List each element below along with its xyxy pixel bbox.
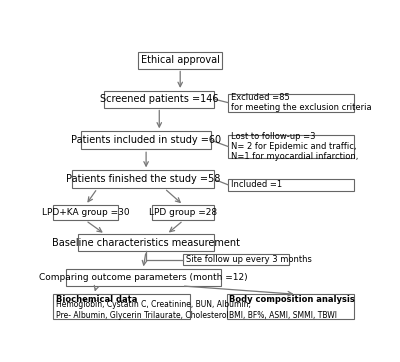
Text: Included =1: Included =1 [231,180,282,189]
Text: Hemoglobin, Cystatin C, Creatinine, BUN, Albumin,
Pre- Albumin, Glycerin Trilaur: Hemoglobin, Cystatin C, Creatinine, BUN,… [56,300,250,320]
Text: Excluded =85
for meeting the exclusion criteria: Excluded =85 for meeting the exclusion c… [231,93,371,112]
Text: Patients included in study =60: Patients included in study =60 [71,135,221,145]
FancyBboxPatch shape [72,170,214,188]
Text: Screened patients =146: Screened patients =146 [100,94,218,104]
FancyBboxPatch shape [66,269,220,286]
FancyBboxPatch shape [81,131,211,150]
Text: Site follow up every 3 months: Site follow up every 3 months [186,255,312,264]
Text: LPD+KA group =30: LPD+KA group =30 [42,208,130,217]
FancyBboxPatch shape [78,234,214,251]
Text: Body composition analysis: Body composition analysis [229,295,355,304]
FancyBboxPatch shape [228,94,354,112]
Text: Biochemical data: Biochemical data [56,295,137,304]
Text: Lost to follow-up =3
N= 2 for Epidemic and traffic,
N=1 for myocardial infarctio: Lost to follow-up =3 N= 2 for Epidemic a… [231,132,358,161]
FancyBboxPatch shape [138,52,222,68]
FancyBboxPatch shape [228,135,354,158]
FancyBboxPatch shape [104,91,214,108]
FancyBboxPatch shape [53,205,118,220]
FancyBboxPatch shape [152,205,214,220]
Text: Ethical approval: Ethical approval [141,55,220,65]
FancyBboxPatch shape [228,178,354,191]
FancyBboxPatch shape [53,294,190,319]
Text: Patients finished the study =58: Patients finished the study =58 [66,174,220,184]
Text: LPD group =28: LPD group =28 [149,208,217,217]
FancyBboxPatch shape [227,294,354,319]
Text: BMI, BF%, ASMI, SMMI, TBWI: BMI, BF%, ASMI, SMMI, TBWI [229,300,337,320]
Text: Comparing outcome parameters (month =12): Comparing outcome parameters (month =12) [39,273,247,282]
Text: Baseline characteristics measurement: Baseline characteristics measurement [52,238,240,248]
FancyBboxPatch shape [183,254,289,265]
